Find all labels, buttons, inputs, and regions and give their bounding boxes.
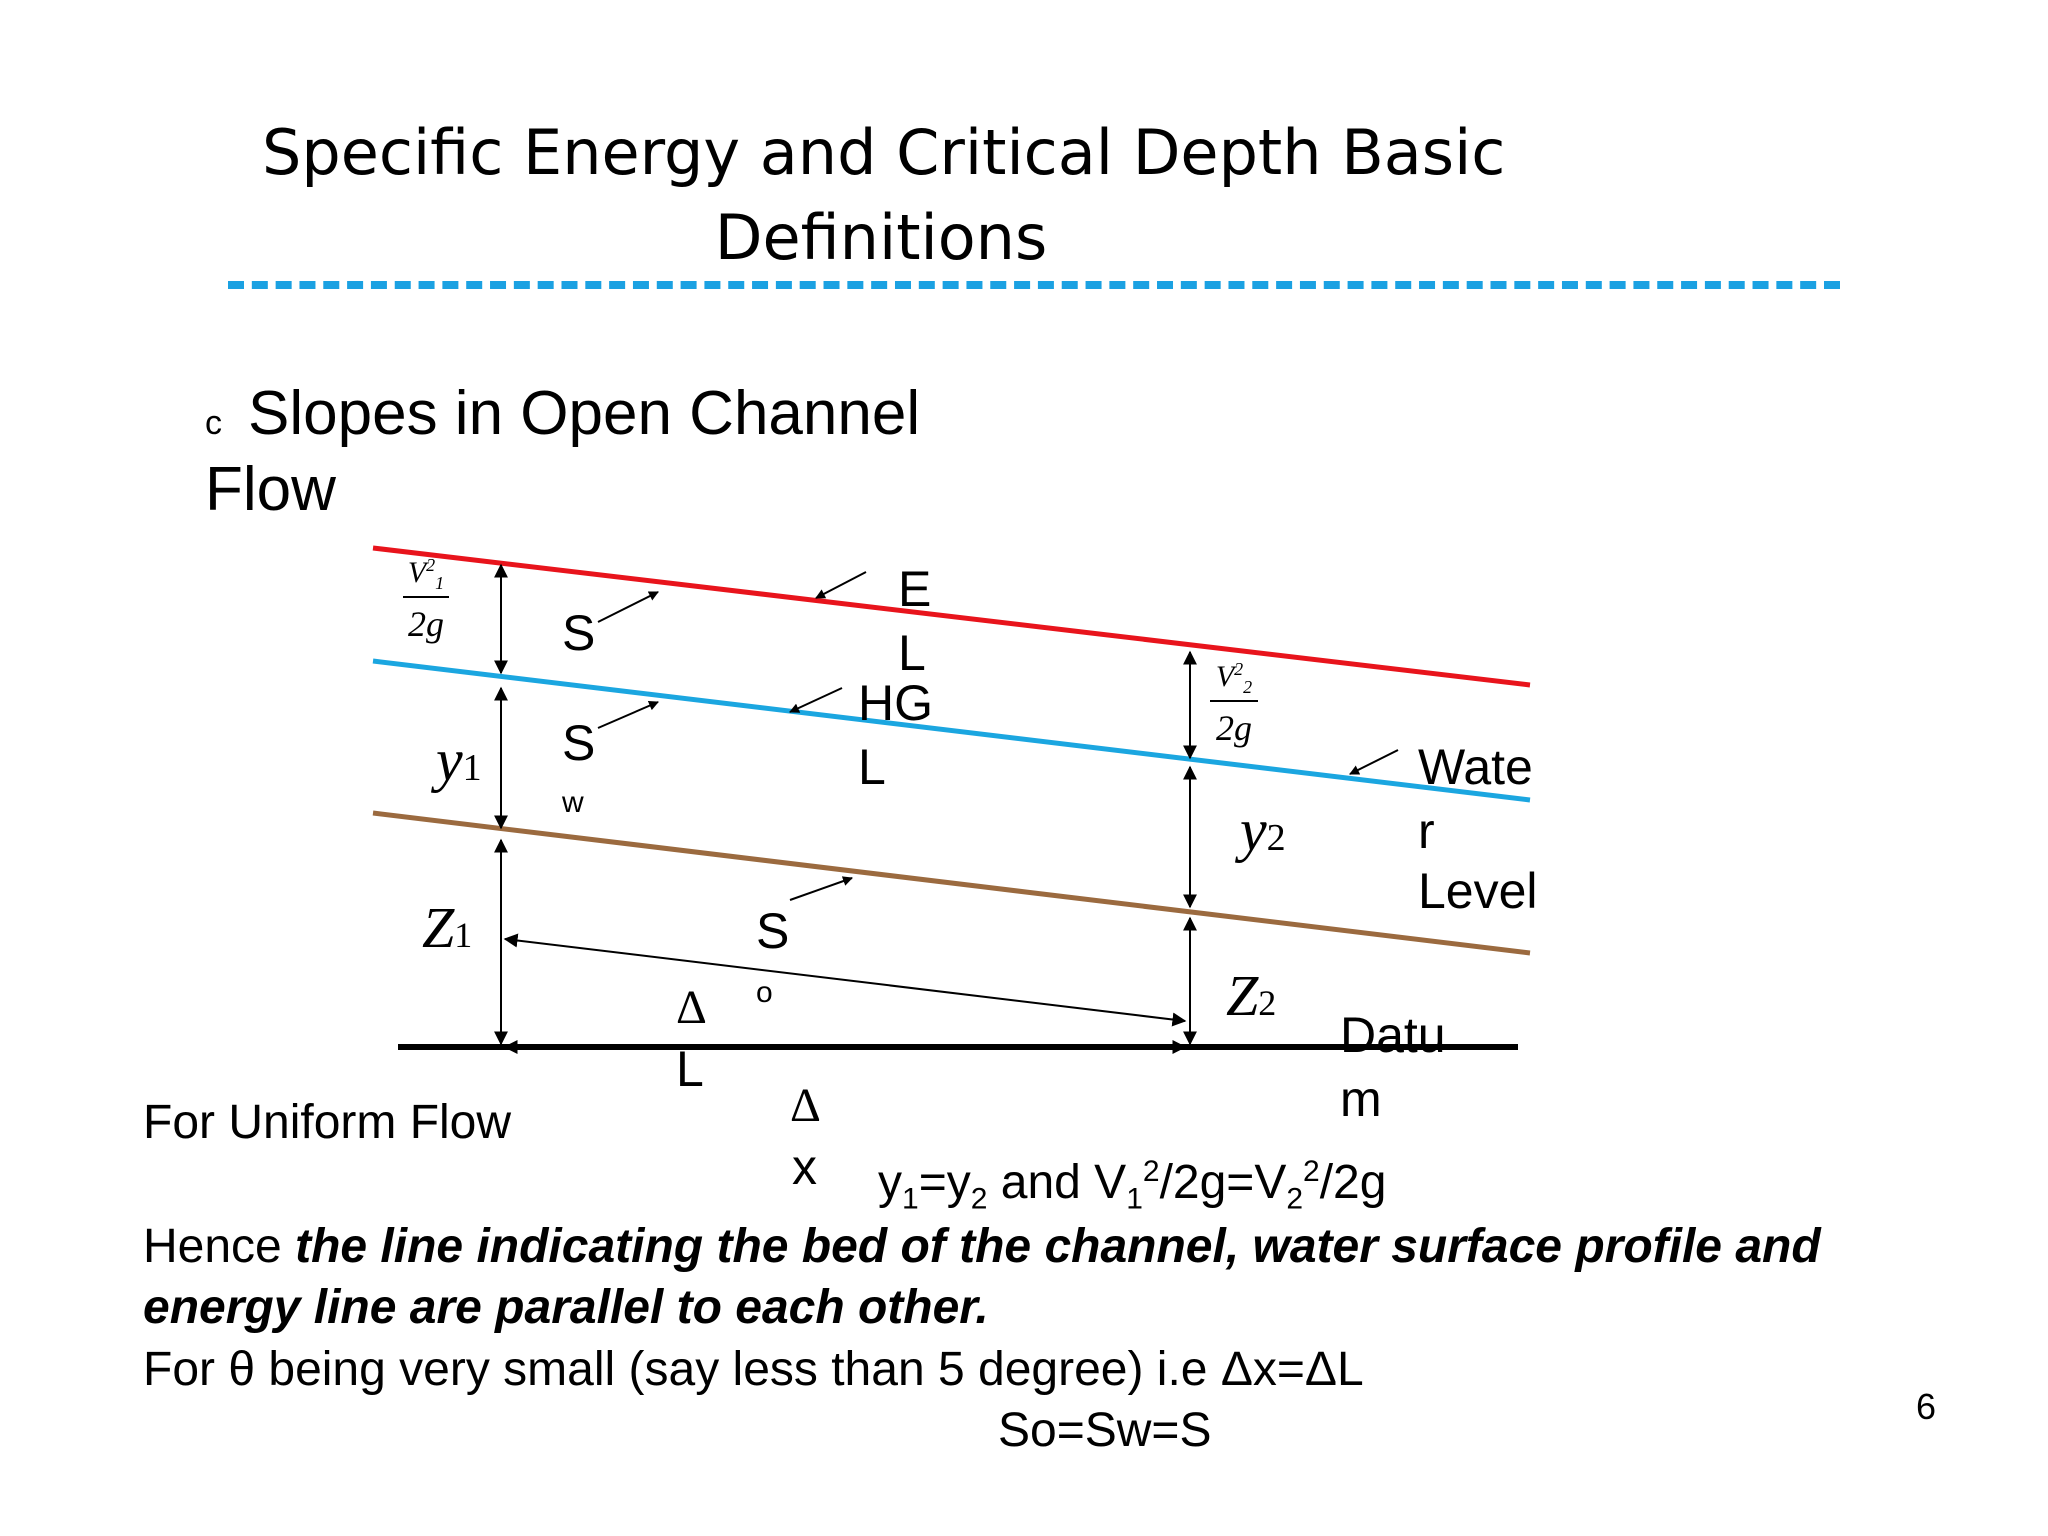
depth-2-label: y2 (1240, 797, 1286, 863)
hgl-label-2: L (858, 739, 886, 795)
bed-slope-subscript: o (756, 976, 773, 1009)
hgl-leader-arrow (789, 687, 843, 713)
title-divider (228, 281, 1840, 289)
depth-1-label: y1 (436, 727, 482, 793)
hence-paragraph: Hence the line indicating the bed of the… (143, 1216, 1821, 1400)
velocity-head-2-fraction: V22 2g (1210, 660, 1258, 746)
uniform-flow-equation: y1=y2 and V12/2g=V22/2g (878, 1155, 1387, 1216)
s-slope-pointer (597, 591, 659, 623)
water-level-label-2: r (1418, 803, 1435, 859)
velocity-head-1-fraction: V21 2g (403, 556, 449, 642)
water-slope-label: S (562, 715, 596, 771)
elevation-2-label: Z2 (1226, 963, 1277, 1028)
hence-prefix: Hence (143, 1220, 296, 1273)
energy-line-label-2: L (898, 625, 926, 681)
water-level-label-3: Level (1418, 863, 1538, 919)
channel-bed-line (372, 810, 1531, 956)
slide-title: Specific Energy and Critical Depth Basic… (262, 110, 1506, 282)
slide-title-line-2: Definitions (714, 200, 1048, 274)
water-level-leader-arrow (1349, 749, 1399, 775)
el-leader-arrow (815, 571, 867, 599)
sw-slope-pointer (597, 700, 659, 729)
uniform-flow-text: For Uniform Flow (143, 1096, 512, 1149)
datum-label-1: Datu (1340, 1007, 1446, 1063)
bed-slope-label: S (756, 903, 790, 959)
hence-emphasis-1: the line indicating the bed of the chann… (295, 1220, 1821, 1273)
theta-line: For θ being very small (say less than 5 … (143, 1342, 1221, 1396)
energy-slope-label: S (562, 605, 596, 661)
hydraulic-grade-line (372, 658, 1531, 803)
energy-line-label-1: E (898, 561, 932, 617)
slopes-equal-text: So=Sw=S (998, 1404, 1212, 1457)
datum-label-2: m (1340, 1071, 1382, 1127)
delta-x-symbol: Δ (790, 1079, 821, 1132)
section-heading-line-1: Slopes in Open Channel (248, 379, 921, 448)
water-level-label-1: Wate (1418, 739, 1533, 795)
page-number: 6 (1916, 1386, 1937, 1427)
theta-equation: Δx=ΔL (1220, 1342, 1364, 1396)
delta-l-letter: L (676, 1041, 704, 1097)
elevation-1-label: Z1 (422, 895, 473, 960)
delta-l-symbol: Δ (676, 981, 707, 1034)
so-slope-pointer (789, 876, 853, 901)
energy-line (372, 545, 1531, 688)
section-bullet: c (205, 404, 222, 442)
delta-l-arrow (503, 933, 1187, 1027)
delta-x-letter: x (792, 1139, 817, 1195)
slide-title-line-1: Specific Energy and Critical Depth Basic (262, 116, 1506, 189)
hence-emphasis-2: energy line are parallel to each other. (143, 1281, 989, 1335)
water-slope-subscript: w (562, 786, 584, 819)
section-heading: c Slopes in Open Channel Flow (205, 376, 920, 527)
section-heading-line-2: Flow (205, 454, 336, 524)
hgl-label-1: HG (858, 675, 933, 731)
